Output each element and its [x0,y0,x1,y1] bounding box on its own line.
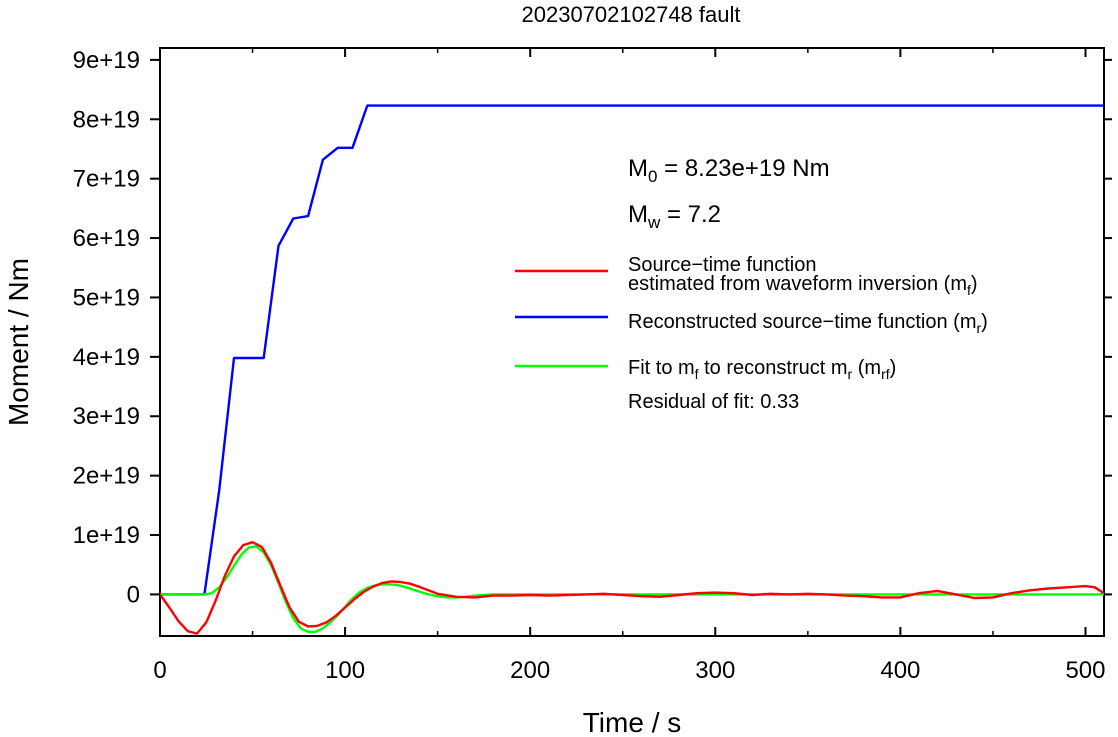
x-axis: 0 100 200 300 400 500 [153,48,1106,684]
y-tick-label: 9e+19 [73,47,140,74]
legend-label-2: Fit to mf to reconstruct mr (mrf) [628,357,896,382]
y-tick-label: 1e+19 [73,522,140,549]
x-tick-label: 500 [1065,657,1105,684]
legend: Source−time function estimated from wavef… [515,254,988,382]
residual-label: Residual of fit: 0.33 [628,391,799,413]
chart-title: 20230702102748 fault [522,2,741,27]
x-axis-label: Time / s [583,707,682,737]
series-line-1 [160,541,1104,635]
x-tick-label: 300 [695,657,735,684]
series-line-2 [160,545,1104,633]
y-tick-label: 5e+19 [73,284,140,311]
y-tick-label: 4e+19 [73,344,140,371]
y-axis-label: Moment / Nm [3,258,34,426]
y-tick-label: 7e+19 [73,166,140,193]
y-tick-label: 6e+19 [73,225,140,252]
x-tick-label: 400 [880,657,920,684]
y-axis: 0 1e+19 2e+19 3e+19 4e+19 5e+19 6e+19 7e+19 8e+1… [73,47,1112,608]
y-tick-label: 8e+19 [73,106,140,133]
legend-label-1: Reconstructed source−time function (mr) [628,311,988,336]
plot-frame [159,47,1105,637]
x-tick-label: 0 [153,657,166,684]
y-tick-label: 0 [127,581,140,608]
series-line-0 [160,104,1104,596]
legend-label-0: Source−time function estimated from wavef… [628,254,978,298]
x-tick-label: 100 [325,657,365,684]
moment-magnitude-label: Mw = 7.2 [628,201,721,232]
seismic-moment-label: M0 = 8.23e+19 Nm [628,155,830,186]
y-tick-label: 3e+19 [73,403,140,430]
x-tick-label: 200 [510,657,550,684]
y-tick-label: 2e+19 [73,463,140,490]
plot-area [160,104,1104,635]
annotations: M0 = 8.23e+19 Nm Mw = 7.2 Residual of fit:… [628,155,830,413]
